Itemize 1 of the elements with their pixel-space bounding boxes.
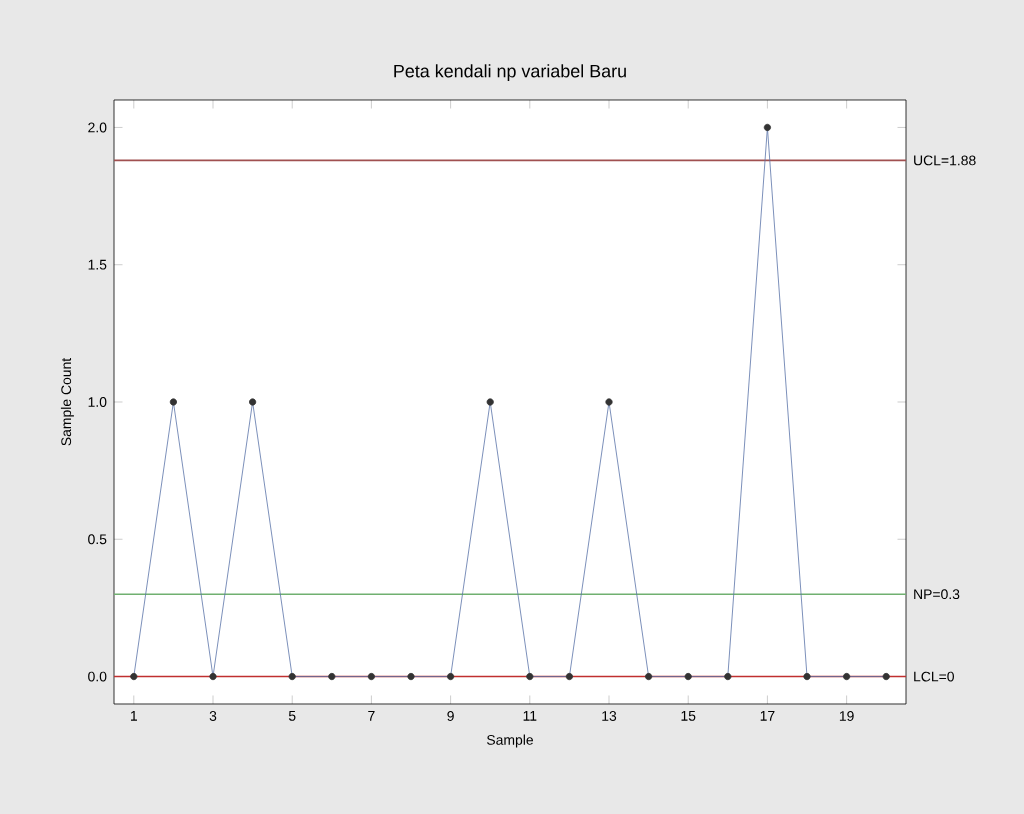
chart-title: Peta kendali np variabel Baru — [394, 64, 626, 81]
